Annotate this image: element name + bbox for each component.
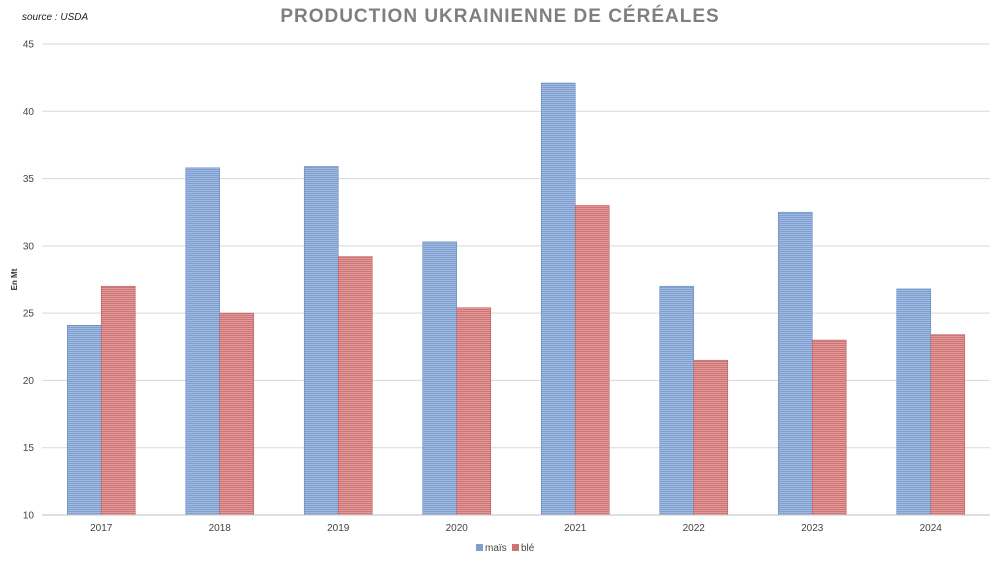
legend-swatch-ble: [512, 544, 519, 551]
bar-mais-2022: [659, 285, 695, 516]
x-tick-label: 2022: [683, 523, 706, 534]
y-axis-label: En Mt: [10, 268, 19, 290]
x-tick-label: 2023: [801, 523, 824, 534]
x-tick-label: 2018: [209, 523, 232, 534]
legend: maïs blé: [476, 543, 535, 554]
axes: 10 15 20 25 30 35 40 45 En Mt 2017 2018 2019 2020 202…: [10, 40, 990, 534]
bar-mais-2021: [540, 82, 576, 516]
bar-ble-2021: [574, 205, 610, 516]
x-tick-label: 2021: [564, 523, 587, 534]
bar-ble-2020: [456, 307, 492, 516]
bar-mais-2023: [777, 211, 813, 516]
legend-label-mais: maïs: [485, 543, 507, 554]
chart-title: PRODUCTION UKRAINIENNE DE CÉRÉALES: [280, 6, 720, 27]
bar-mais-2017: [66, 324, 102, 516]
y-tick-label: 35: [23, 174, 35, 185]
bar-ble-2024: [930, 334, 966, 516]
y-tick-label: 30: [23, 241, 35, 252]
y-tick-label: 45: [23, 40, 35, 51]
x-tick-label: 2017: [90, 523, 113, 534]
gridlines: [42, 43, 990, 516]
bar-mais-2019: [303, 166, 339, 516]
legend-label-ble: blé: [521, 543, 535, 554]
bar-ble-2022: [693, 359, 729, 516]
source-note: source : USDA: [22, 12, 89, 23]
bar-ble-2017: [100, 285, 136, 516]
bar-mais-2024: [896, 288, 932, 516]
x-tick-label: 2020: [446, 523, 469, 534]
bar-mais-2018: [185, 167, 221, 516]
legend-swatch-mais: [476, 544, 483, 551]
y-tick-label: 20: [23, 376, 35, 387]
bar-ble-2019: [337, 256, 373, 516]
x-tick-label: 2024: [920, 523, 943, 534]
y-tick-label: 10: [23, 511, 35, 522]
bars: [66, 82, 966, 516]
bar-ble-2018: [219, 312, 255, 516]
bar-ble-2023: [811, 339, 847, 516]
y-tick-label: 15: [23, 443, 35, 454]
bar-mais-2020: [422, 241, 458, 516]
x-tick-label: 2019: [327, 523, 350, 534]
y-tick-label: 25: [23, 309, 35, 320]
y-tick-label: 40: [23, 107, 35, 118]
